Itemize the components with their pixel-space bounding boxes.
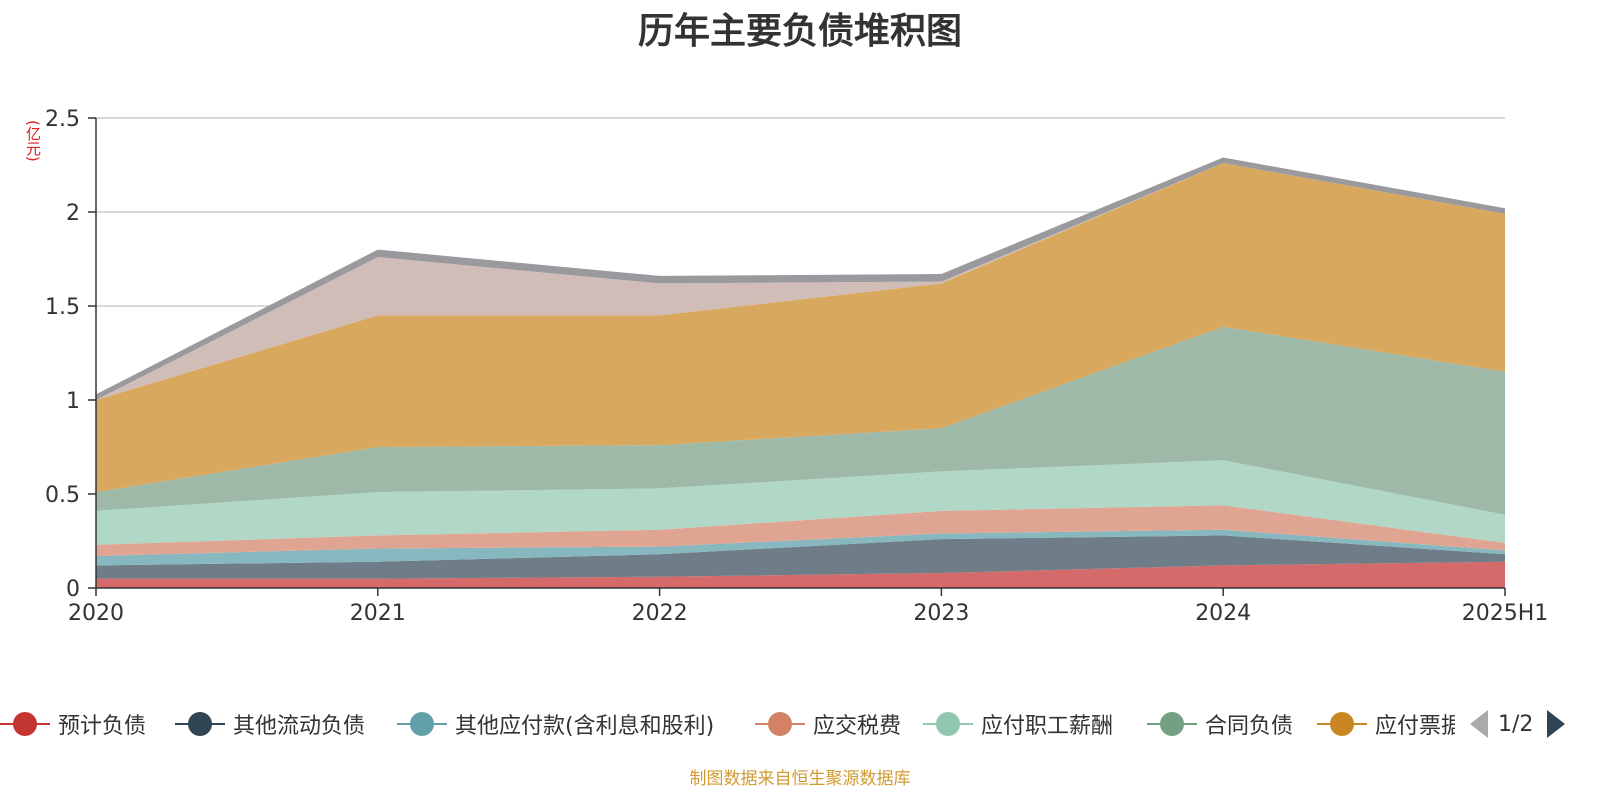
legend-label: 应付票据 (1375, 714, 1455, 739)
y-axis-unit-label: (亿元) (24, 120, 42, 162)
pager-text: 1/2 (1498, 711, 1534, 737)
y-tick-label: 1 (66, 389, 80, 414)
legend: 预计负债 其他流动负债 其他应付款(含利息和股利) 应交税费 应付职工薪酬 合同负债 应付票… (0, 706, 1600, 742)
legend-label: 合同负债 (1205, 714, 1294, 739)
area-series-9 (96, 157, 1505, 400)
area-series-4 (96, 505, 1505, 556)
x-tick-label: 2020 (68, 601, 124, 626)
legend-marker-icon (0, 712, 50, 736)
x-tick-label: 2024 (1195, 601, 1251, 626)
legend-marker-icon (755, 712, 805, 736)
y-tick-label: 2 (66, 201, 80, 226)
tick-labels: 0 0.5 1 1.5 2 2.5 2020 2021 2022 2023 2024 2025H1 (45, 107, 1548, 626)
pager-next-icon[interactable] (1547, 710, 1566, 738)
legend-marker-icon (923, 712, 973, 736)
legend-item[interactable]: 其他流动负债 (175, 706, 365, 742)
area-series-6 (96, 326, 1505, 515)
y-tick-label: 1.5 (45, 295, 80, 320)
chart-title: 历年主要负债堆积图 (637, 11, 962, 52)
area-series-7 (96, 163, 1505, 493)
x-tick-label: 2025H1 (1462, 601, 1549, 626)
legend-label: 其他应付款(含利息和股利) (455, 714, 715, 739)
y-tick-label: 0 (66, 577, 80, 602)
legend-item[interactable]: 预计负债 (0, 706, 146, 742)
legend-label: 预计负债 (58, 714, 147, 739)
area-layer (96, 157, 1505, 588)
x-tick-label: 2021 (350, 601, 406, 626)
axes (88, 117, 1506, 596)
legend-item[interactable]: 其他应付款(含利息和股利) (397, 706, 714, 742)
legend-pager: 1/2 (1470, 706, 1566, 742)
legend-marker-icon (397, 712, 447, 736)
legend-label: 其他流动负债 (233, 714, 366, 739)
legend-item[interactable]: 应付职工薪酬 (923, 706, 1113, 742)
legend-marker-icon (175, 712, 225, 736)
y-tick-label: 2.5 (45, 107, 80, 132)
legend-item[interactable]: 合同负债 (1147, 706, 1293, 742)
legend-label: 应付职工薪酬 (981, 714, 1114, 739)
y-tick-label: 0.5 (45, 483, 80, 508)
area-series-5 (96, 460, 1505, 545)
legend-marker-icon (1317, 712, 1367, 736)
legend-label: 应交税费 (813, 714, 902, 739)
legend-item[interactable]: 应付票据 (1317, 706, 1455, 742)
area-series-1 (96, 561, 1505, 588)
legend-item[interactable]: 应交税费 (755, 706, 901, 742)
area-series-2 (96, 535, 1505, 579)
legend-marker-icon (1147, 712, 1197, 736)
pager-prev-icon[interactable] (1470, 710, 1488, 738)
x-tick-label: 2023 (913, 601, 969, 626)
source-note: 制图数据来自恒生聚源数据库 (689, 769, 911, 789)
area-series-3 (96, 529, 1505, 566)
stacked-area-chart: 0 0.5 1 1.5 2 2.5 2020 2021 2022 2023 2024 2025H1 (45, 107, 1548, 626)
area-series-8 (96, 163, 1505, 400)
legend-items: 预计负债 其他流动负债 其他应付款(含利息和股利) 应交税费 应付职工薪酬 合同负债 应付票… (0, 706, 1455, 742)
x-tick-label: 2022 (632, 601, 688, 626)
